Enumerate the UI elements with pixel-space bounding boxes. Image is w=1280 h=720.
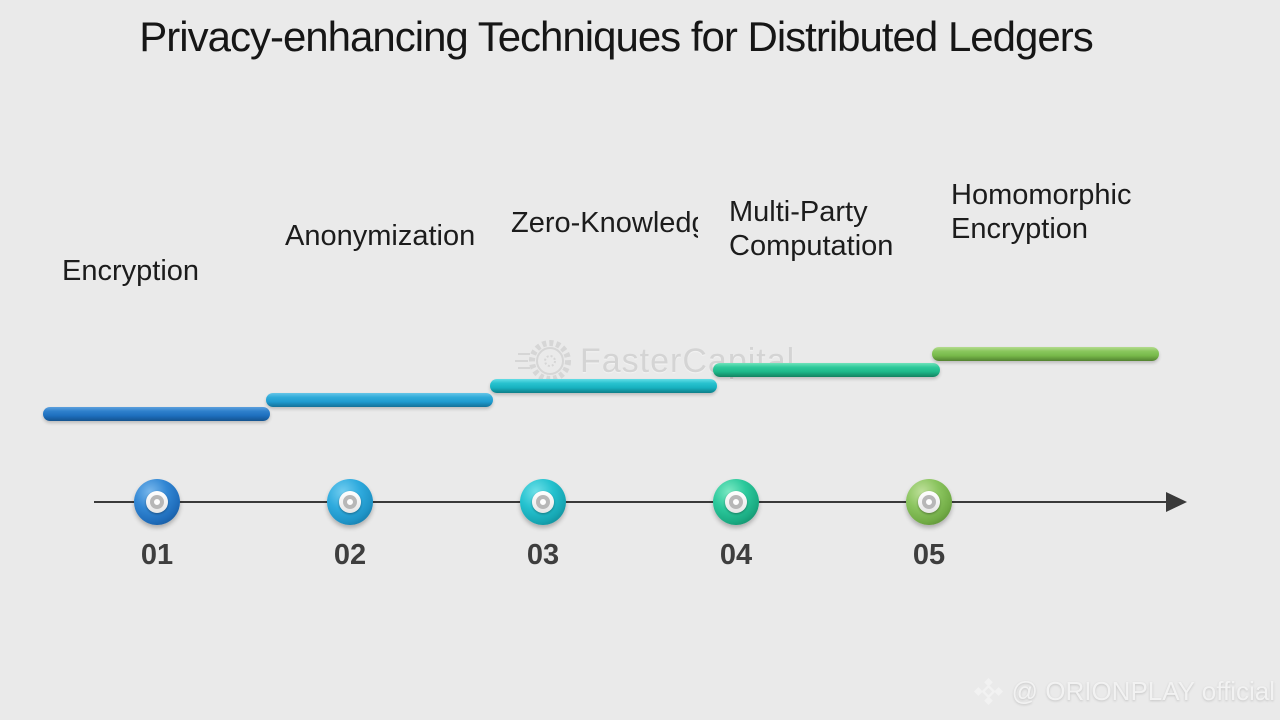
timeline-node-1 <box>134 479 180 525</box>
node-hub <box>725 491 747 513</box>
step-label-3: Zero-Knowledge <box>511 206 698 240</box>
node-hub <box>339 491 361 513</box>
node-hub-ring <box>343 495 357 509</box>
node-hub-ring <box>150 495 164 509</box>
step-label-text: Multi-Party <box>729 196 868 228</box>
node-hub-ring <box>729 495 743 509</box>
timeline-node-5 <box>906 479 952 525</box>
step-label-text: Anonymization <box>285 220 474 252</box>
step-label-2: Anonymization <box>285 219 474 253</box>
step-label-1: Encryption <box>62 254 252 288</box>
step-bar-3 <box>490 379 717 393</box>
binance-diamond-icon <box>973 677 1003 706</box>
step-label-text: Encryption <box>62 255 200 287</box>
step-number-4: 04 <box>719 539 753 571</box>
step-label-text: Zero-Knowledge <box>511 207 698 239</box>
step-number-1: 01 <box>140 539 174 571</box>
page-title: Privacy-enhancing Techniques for Distrib… <box>139 13 1093 60</box>
node-hub-ring <box>922 495 936 509</box>
step-label-4: Multi-Party Computation <box>729 195 929 263</box>
timeline-axis <box>94 501 1168 503</box>
orionplay-watermark-text: @ ORIONPLAY official <box>1011 676 1275 706</box>
step-label-text: Computation <box>729 230 894 262</box>
step-label-5: Homomorphic Encryption <box>951 178 1139 246</box>
step-bar-4 <box>713 363 940 377</box>
step-bar-2 <box>266 393 493 407</box>
step-number-5: 05 <box>912 539 946 571</box>
timeline-node-4 <box>713 479 759 525</box>
timeline-node-2 <box>327 479 373 525</box>
node-hub <box>918 491 940 513</box>
step-number-3: 03 <box>526 539 560 571</box>
orionplay-watermark: @ ORIONPLAY official <box>973 676 1275 707</box>
step-label-text: Homomorphic <box>951 179 1132 211</box>
step-bar-5 <box>932 347 1159 361</box>
timeline-arrow-icon <box>1166 492 1187 512</box>
step-number-2: 02 <box>333 539 367 571</box>
step-bar-1 <box>43 407 270 421</box>
step-label-text: Encryption <box>951 213 1089 245</box>
timeline-node-3 <box>520 479 566 525</box>
node-hub <box>532 491 554 513</box>
node-hub <box>146 491 168 513</box>
node-hub-ring <box>536 495 550 509</box>
